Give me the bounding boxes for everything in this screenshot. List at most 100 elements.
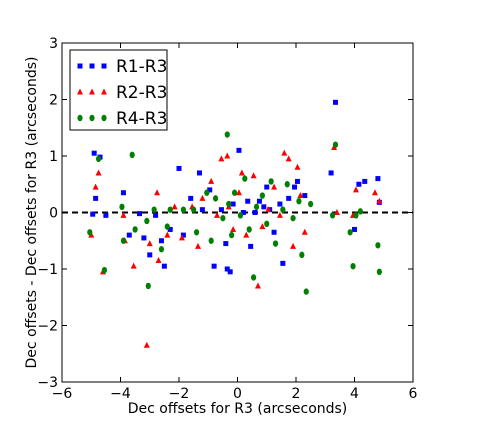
legend-marker-circle	[89, 114, 95, 122]
data-point-square	[261, 204, 267, 210]
data-point-square	[227, 269, 233, 275]
data-point-square	[161, 263, 167, 269]
data-point-circle	[204, 189, 210, 196]
data-point-triangle	[301, 228, 308, 235]
data-point-square	[199, 207, 205, 213]
x-tick-label: −2	[169, 386, 190, 402]
legend-label: R2-R3	[116, 83, 167, 103]
legend-marker-circle	[101, 114, 107, 122]
data-point-circle	[375, 242, 381, 249]
data-point-triangle	[155, 257, 162, 264]
data-point-square	[137, 211, 143, 217]
legend-box	[69, 49, 168, 131]
data-point-circle	[212, 195, 219, 202]
data-point-circle	[151, 206, 157, 213]
data-point-triangle	[376, 197, 383, 204]
data-point-square	[375, 176, 381, 182]
data-point-triangle	[271, 183, 278, 190]
data-point-triangle	[171, 203, 178, 210]
x-tick-label: 4	[350, 386, 359, 402]
data-point-square	[91, 150, 97, 156]
data-point-square	[147, 252, 153, 258]
legend-marker-triangle	[101, 88, 107, 95]
data-point-triangle	[250, 172, 257, 179]
data-point-circle	[224, 131, 230, 138]
data-point-square	[180, 232, 186, 238]
data-point-square	[240, 210, 246, 215]
data-point-square	[286, 195, 292, 201]
data-point-triangle	[238, 169, 245, 176]
data-point-triangle	[195, 242, 202, 249]
data-point-square	[126, 232, 132, 238]
y-tick-label: −3	[37, 375, 58, 391]
data-point-square	[141, 235, 147, 241]
data-point-circle	[296, 198, 302, 205]
data-point-circle	[350, 262, 356, 270]
data-point-square	[302, 193, 308, 199]
data-point-circle	[237, 212, 244, 219]
data-point-circle	[167, 206, 173, 213]
data-point-circle	[259, 192, 265, 199]
data-point-square	[120, 190, 126, 196]
data-point-circle	[119, 203, 125, 211]
data-points	[87, 99, 383, 348]
data-point-triangle	[290, 242, 297, 249]
data-point-circle	[129, 151, 135, 159]
data-point-circle	[191, 206, 197, 213]
data-point-circle	[357, 208, 363, 215]
data-point-triangle	[281, 149, 288, 156]
legend-marker-square	[77, 63, 83, 69]
data-point-circle	[95, 155, 102, 163]
x-axis-label: Dec offsets for R3 (arcseconds)	[128, 401, 348, 417]
data-point-circle	[332, 141, 339, 148]
data-point-triangle	[276, 211, 283, 218]
data-point-circle	[87, 229, 93, 236]
legend-label: R1-R3	[116, 57, 167, 77]
y-axis-label: Dec offsets - Dec offsets for R3 (arcsec…	[24, 57, 40, 369]
data-point-square	[158, 238, 164, 244]
data-point-square	[218, 207, 224, 213]
legend-marker-triangle	[89, 88, 95, 95]
data-point-square	[153, 212, 159, 218]
x-tick-label: −6	[52, 386, 73, 402]
data-point-circle	[220, 214, 226, 222]
y-tick-label: −1	[37, 262, 58, 278]
data-point-circle	[299, 251, 305, 259]
data-point-circle	[180, 206, 186, 213]
data-point-circle	[158, 246, 165, 253]
data-point-circle	[290, 214, 296, 222]
data-point-circle	[353, 212, 359, 219]
data-point-square	[252, 210, 258, 215]
legend-marker-triangle	[77, 88, 83, 95]
data-point-square	[277, 201, 283, 207]
data-point-circle	[164, 223, 170, 230]
data-point-square	[332, 99, 338, 105]
y-tick-label: 3	[49, 36, 58, 52]
data-point-circle	[376, 268, 382, 276]
data-point-circle	[193, 229, 200, 236]
data-point-triangle	[230, 225, 237, 232]
data-point-triangle	[130, 262, 137, 269]
data-point-triangle	[224, 152, 231, 159]
data-point-square	[292, 184, 298, 190]
legend-marker-square	[101, 63, 107, 69]
data-point-triangle	[254, 282, 261, 289]
data-point-triangle	[352, 186, 359, 193]
data-point-circle	[253, 203, 260, 211]
x-tick-label: 0	[233, 386, 242, 402]
legend-marker-square	[89, 63, 95, 69]
data-point-square	[90, 211, 96, 217]
data-point-circle	[242, 175, 248, 182]
data-point-circle	[264, 220, 270, 227]
data-point-square	[271, 229, 277, 235]
data-point-circle	[226, 200, 232, 208]
data-point-square	[256, 198, 262, 204]
x-tick-label: 6	[409, 386, 418, 402]
legend: R1-R3 R2-R3 R4-R3	[69, 49, 168, 131]
data-point-square	[356, 181, 362, 187]
data-point-square	[188, 195, 194, 201]
data-point-circle	[231, 189, 238, 196]
data-point-circle	[229, 231, 235, 239]
data-point-triangle	[333, 209, 340, 215]
